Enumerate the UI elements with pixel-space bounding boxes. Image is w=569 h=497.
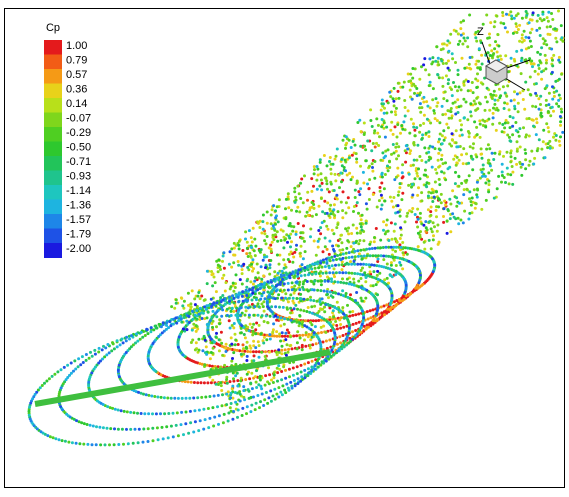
legend-label: -0.50 (66, 141, 91, 153)
viewport: Z Cp 1.00 0.79 0.57 0.36 0.14 -0.07 -0.29 -0.50… (0, 0, 569, 492)
legend-title: Cp (46, 22, 60, 34)
legend-label: 1.00 (66, 40, 87, 52)
legend-label: -0.07 (66, 112, 91, 124)
legend-swatch (44, 229, 62, 244)
legend-swatch (44, 98, 62, 113)
legend-swatch (44, 142, 62, 157)
legend-label: 0.14 (66, 98, 87, 110)
legend-swatch (44, 171, 62, 186)
legend-swatch (44, 185, 62, 200)
legend-label: 0.79 (66, 54, 87, 66)
legend-label: -1.36 (66, 199, 91, 211)
legend-swatch (44, 200, 62, 215)
legend-label: -1.14 (66, 185, 91, 197)
legend-label: 0.36 (66, 83, 87, 95)
legend-swatch (44, 84, 62, 99)
legend-swatch (44, 156, 62, 171)
legend-swatch (44, 214, 62, 229)
legend-swatch (44, 113, 62, 128)
legend-label: -0.93 (66, 170, 91, 182)
legend-swatch (44, 55, 62, 70)
legend-label: -1.79 (66, 228, 91, 240)
legend-label: -0.71 (66, 156, 91, 168)
legend-swatch (44, 69, 62, 84)
legend-label: -1.57 (66, 214, 91, 226)
legend-label: -0.29 (66, 127, 91, 139)
legend-swatch (44, 127, 62, 142)
legend-swatch (44, 243, 62, 258)
legend-label: -2.00 (66, 243, 91, 255)
legend-label: 0.57 (66, 69, 87, 81)
axis-label: Z (477, 26, 484, 38)
legend-swatch (44, 40, 62, 55)
